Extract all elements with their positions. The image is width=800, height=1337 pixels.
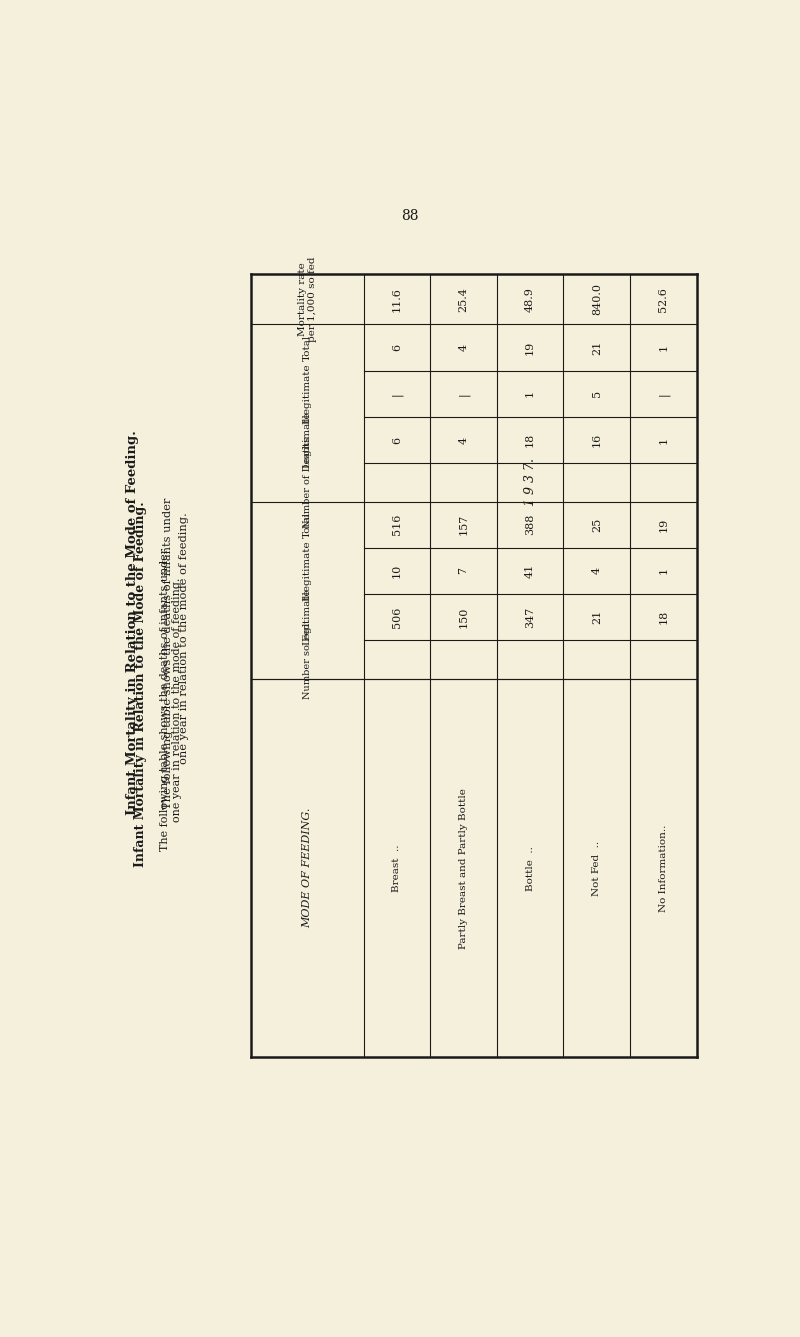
Text: one year in relation to the mode of feeding.: one year in relation to the mode of feed… (178, 512, 189, 763)
Text: 157: 157 (458, 513, 469, 535)
Text: 88: 88 (402, 209, 418, 223)
Text: |: | (658, 392, 669, 396)
Text: 10: 10 (392, 564, 402, 578)
Text: 16: 16 (592, 433, 602, 447)
Text: 506: 506 (392, 607, 402, 628)
Text: 388: 388 (525, 513, 535, 535)
Text: Total: Total (303, 512, 312, 537)
Text: 150: 150 (458, 607, 469, 628)
Text: Legitimate: Legitimate (303, 588, 312, 646)
Text: Infant Mortality in Relation to the Mode of Feeding.: Infant Mortality in Relation to the Mode… (126, 431, 139, 814)
Text: 41: 41 (525, 564, 535, 578)
Text: 11.6: 11.6 (392, 287, 402, 312)
Text: 1: 1 (658, 436, 669, 444)
Text: 840.0: 840.0 (592, 283, 602, 316)
Text: Infant Mortality in Relation to the Mode of Feeding.: Infant Mortality in Relation to the Mode… (134, 501, 147, 866)
Text: 4: 4 (458, 344, 469, 352)
Text: |: | (458, 392, 470, 396)
Text: 6: 6 (392, 436, 402, 444)
Text: Legitimate: Legitimate (303, 412, 312, 468)
Text: Mortality rate
per 1,000 so fed: Mortality rate per 1,000 so fed (298, 257, 317, 342)
Text: 5: 5 (592, 390, 602, 397)
Text: 516: 516 (392, 513, 402, 535)
Text: 25.4: 25.4 (458, 287, 469, 312)
Text: |: | (391, 392, 402, 396)
Text: 4: 4 (592, 567, 602, 575)
Text: 19: 19 (658, 517, 669, 532)
Text: 21: 21 (592, 341, 602, 354)
Text: 19: 19 (525, 341, 535, 354)
Text: 1: 1 (658, 567, 669, 575)
Text: Bottle  ..: Bottle .. (526, 845, 534, 890)
Text: Partly Breast and Partly Bottle: Partly Breast and Partly Bottle (459, 787, 468, 948)
Text: Total: Total (303, 334, 312, 361)
Text: No Information..: No Information.. (659, 825, 668, 912)
Text: Illegitimate: Illegitimate (303, 364, 312, 424)
Text: 18: 18 (525, 433, 535, 447)
Text: Breast  ..: Breast .. (392, 845, 402, 892)
Text: The following table shows the deaths of infants under
one year in relation to th: The following table shows the deaths of … (161, 548, 182, 852)
Text: 6: 6 (392, 344, 402, 352)
Text: 1: 1 (525, 390, 535, 397)
Text: Number so Fed.: Number so Fed. (303, 619, 312, 699)
Text: Number of Deaths: Number of Deaths (303, 437, 312, 528)
Text: 18: 18 (658, 610, 669, 624)
Text: 25: 25 (592, 517, 602, 532)
Text: 1 9 3 7.: 1 9 3 7. (524, 459, 537, 507)
Text: MODE OF FEEDING.: MODE OF FEEDING. (302, 808, 312, 928)
Text: 4: 4 (458, 436, 469, 444)
Text: 52.6: 52.6 (658, 287, 669, 312)
Text: 347: 347 (525, 607, 535, 627)
Text: 21: 21 (592, 610, 602, 624)
Text: Illegitimate: Illegitimate (303, 540, 312, 602)
Text: 48.9: 48.9 (525, 287, 535, 312)
Text: The following table shows the deaths of infants under: The following table shows the deaths of … (163, 497, 173, 809)
Text: Not Fed  ..: Not Fed .. (592, 841, 602, 896)
Text: 7: 7 (458, 567, 469, 575)
Text: 1: 1 (658, 344, 669, 352)
